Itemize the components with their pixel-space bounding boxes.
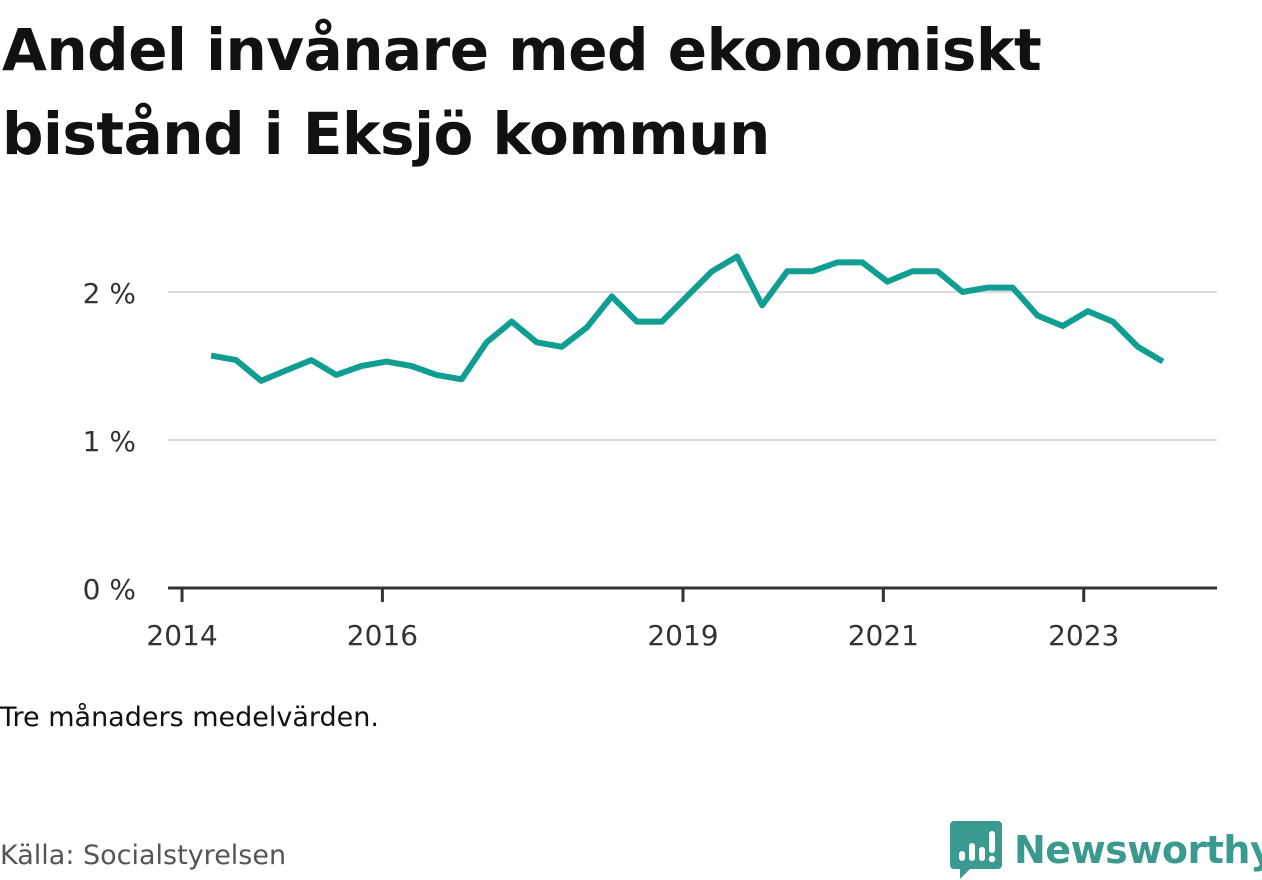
brand-name: Newsworthy xyxy=(1014,828,1262,872)
chart-source: Källa: Socialstyrelsen xyxy=(0,840,287,871)
chart-title: Andel invånare med ekonomiskt bistånd i … xyxy=(2,16,1042,168)
chart-note: Tre månaders medelvärden. xyxy=(0,702,379,733)
y-tick-label: 1 % xyxy=(83,425,136,458)
brand: Newsworthy xyxy=(950,820,1262,880)
y-tick-label: 0 % xyxy=(83,573,136,606)
y-tick-label: 2 % xyxy=(83,277,136,310)
x-tick-label: 2019 xyxy=(647,619,718,652)
x-tick-label: 2014 xyxy=(146,619,217,652)
newsworthy-logo-icon xyxy=(950,821,1002,879)
x-tick-label: 2016 xyxy=(347,619,418,652)
x-tick-label: 2021 xyxy=(848,619,919,652)
x-tick-label: 2023 xyxy=(1048,619,1119,652)
series-line xyxy=(210,253,1165,384)
